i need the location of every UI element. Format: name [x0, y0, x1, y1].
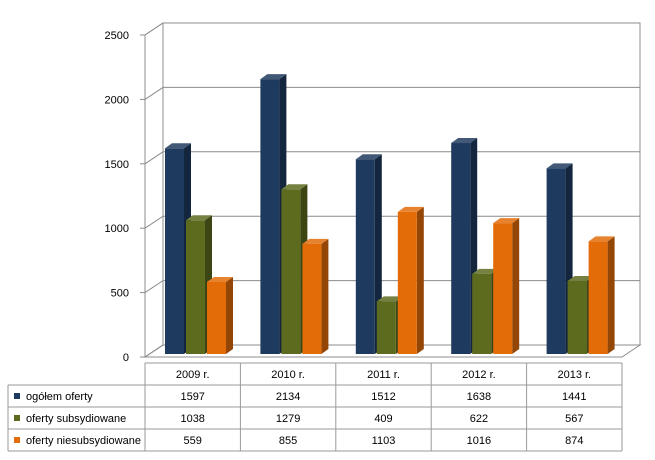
legend-swatch	[14, 415, 20, 421]
y-tick-label: 2500	[105, 30, 129, 42]
bar	[302, 238, 329, 354]
bar	[588, 236, 615, 354]
chart-left-wall	[144, 22, 164, 358]
legend-swatch	[14, 393, 20, 399]
x-category-label: 2010 r.	[271, 369, 305, 381]
data-table-value: 874	[565, 435, 583, 447]
bar	[397, 206, 424, 354]
data-table-value: 1279	[276, 413, 300, 425]
y-tick-label: 2000	[105, 94, 129, 106]
gridline	[144, 151, 640, 165]
gridline	[144, 86, 640, 100]
legend-label: oferty niesubsydiowane	[26, 435, 141, 447]
x-category-label: 2012 r.	[462, 369, 496, 381]
data-table-value: 1038	[180, 413, 204, 425]
data-table-value: 2134	[276, 391, 300, 403]
legend-swatch	[14, 437, 20, 443]
x-category-label: 2013 r.	[557, 369, 591, 381]
y-tick-label: 500	[111, 288, 129, 300]
data-table-value: 567	[565, 413, 583, 425]
y-tick-label: 1000	[105, 223, 129, 235]
bar	[493, 218, 520, 354]
data-table-value: 1103	[372, 435, 396, 447]
data-table-value: 1512	[371, 391, 395, 403]
y-tick-label: 1500	[105, 159, 129, 171]
bars	[165, 74, 615, 354]
data-table-value: 1441	[562, 391, 586, 403]
data-table-value: 559	[184, 435, 202, 447]
data-table-value: 1638	[467, 391, 491, 403]
y-axis-ticks: 0 500 1000 1500 2000 2500	[105, 30, 145, 364]
y-tick-label: 0	[123, 352, 129, 364]
data-table-value: 855	[279, 435, 297, 447]
x-category-label: 2009 r.	[176, 369, 210, 381]
x-category-label: 2011 r.	[367, 369, 400, 381]
data-table-value: 1016	[467, 435, 491, 447]
gridline	[144, 22, 640, 36]
data-table-value: 409	[374, 413, 392, 425]
gridline	[144, 215, 640, 229]
data-table-value: 1597	[180, 391, 204, 403]
data-table: 2009 r. 2010 r. 2011 r. 2012 r. 2013 r. ogółe…	[7, 362, 623, 452]
legend-label: ogółem oferty	[26, 391, 93, 403]
data-table-value: 622	[470, 413, 488, 425]
legend-label: oferty subsydiowane	[26, 413, 126, 425]
bar	[207, 277, 233, 354]
